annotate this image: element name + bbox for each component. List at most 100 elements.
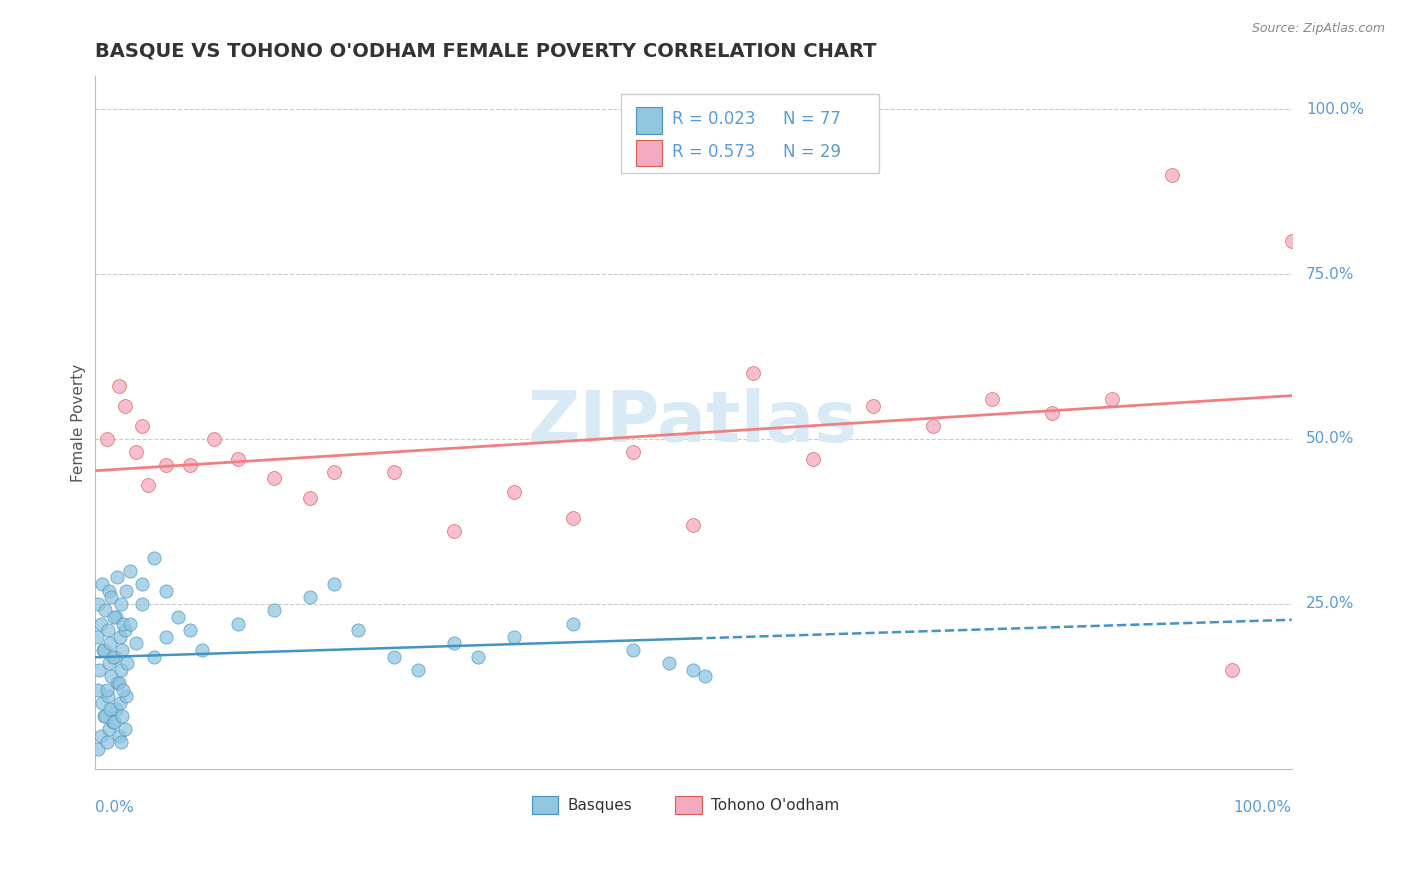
Point	[862, 399, 884, 413]
Point	[1101, 392, 1123, 407]
Point	[682, 517, 704, 532]
Point	[110, 735, 132, 749]
Text: N = 29: N = 29	[783, 143, 841, 161]
Point	[502, 630, 524, 644]
Point	[112, 682, 135, 697]
Point	[167, 610, 190, 624]
Point	[97, 656, 120, 670]
Point	[179, 623, 201, 637]
Point	[114, 623, 136, 637]
Point	[90, 616, 112, 631]
Point	[921, 418, 943, 433]
Point	[107, 729, 129, 743]
Point	[299, 590, 322, 604]
Point	[111, 709, 134, 723]
Point	[263, 603, 285, 617]
Point	[97, 583, 120, 598]
Point	[621, 643, 644, 657]
Point	[323, 465, 346, 479]
Point	[101, 649, 124, 664]
Point	[125, 445, 148, 459]
Point	[323, 577, 346, 591]
Point	[108, 630, 131, 644]
Point	[114, 722, 136, 736]
Point	[1281, 234, 1303, 248]
Point	[682, 663, 704, 677]
Point	[562, 511, 585, 525]
Point	[443, 636, 465, 650]
Point	[801, 451, 824, 466]
Point	[120, 616, 142, 631]
Text: 25.0%: 25.0%	[1306, 596, 1354, 611]
Point	[98, 702, 121, 716]
FancyBboxPatch shape	[621, 94, 879, 173]
Point	[100, 590, 122, 604]
Point	[131, 577, 153, 591]
Point	[108, 696, 131, 710]
Point	[202, 432, 225, 446]
Point	[100, 669, 122, 683]
Point	[105, 676, 128, 690]
Bar	[636, 107, 662, 134]
Point	[406, 663, 429, 677]
Text: Tohono O'odham: Tohono O'odham	[711, 797, 839, 813]
Text: R = 0.573: R = 0.573	[672, 143, 755, 161]
Point	[97, 689, 120, 703]
Point	[103, 715, 125, 730]
Point	[97, 623, 120, 637]
Point	[226, 616, 249, 631]
Point	[96, 735, 118, 749]
Point	[562, 616, 585, 631]
Point	[143, 649, 166, 664]
Bar	[531, 797, 558, 814]
Point	[502, 484, 524, 499]
Point	[742, 366, 765, 380]
Text: 0.0%: 0.0%	[94, 800, 134, 814]
Point	[105, 570, 128, 584]
Point	[105, 610, 128, 624]
Point	[87, 682, 110, 697]
Point	[91, 643, 114, 657]
Point	[382, 465, 405, 479]
Y-axis label: Female Poverty: Female Poverty	[72, 363, 86, 482]
Text: Source: ZipAtlas.com: Source: ZipAtlas.com	[1251, 22, 1385, 36]
Point	[93, 709, 115, 723]
Point	[86, 630, 108, 644]
Point	[191, 643, 214, 657]
Text: Basques: Basques	[568, 797, 633, 813]
Text: 50.0%: 50.0%	[1306, 432, 1354, 446]
Point	[981, 392, 1004, 407]
Point	[179, 458, 201, 473]
Point	[114, 583, 136, 598]
Point	[98, 636, 121, 650]
Point	[112, 616, 135, 631]
Point	[1040, 405, 1063, 419]
Point	[97, 722, 120, 736]
Point	[131, 597, 153, 611]
Point	[93, 643, 115, 657]
Point	[111, 643, 134, 657]
Text: 100.0%: 100.0%	[1306, 102, 1364, 117]
Point	[110, 597, 132, 611]
Point	[114, 689, 136, 703]
Point	[94, 603, 117, 617]
Point	[226, 451, 249, 466]
Point	[96, 432, 118, 446]
Point	[138, 478, 160, 492]
Point	[658, 656, 681, 670]
Point	[90, 577, 112, 591]
Point	[125, 636, 148, 650]
Point	[107, 676, 129, 690]
Point	[155, 630, 177, 644]
Point	[107, 379, 129, 393]
Point	[443, 524, 465, 539]
Text: 100.0%: 100.0%	[1234, 800, 1292, 814]
Point	[90, 696, 112, 710]
Bar	[675, 797, 702, 814]
Point	[1161, 168, 1184, 182]
Point	[104, 649, 127, 664]
Point	[101, 715, 124, 730]
Point	[110, 663, 132, 677]
Point	[467, 649, 489, 664]
Text: BASQUE VS TOHONO O'ODHAM FEMALE POVERTY CORRELATION CHART: BASQUE VS TOHONO O'ODHAM FEMALE POVERTY …	[94, 42, 876, 61]
